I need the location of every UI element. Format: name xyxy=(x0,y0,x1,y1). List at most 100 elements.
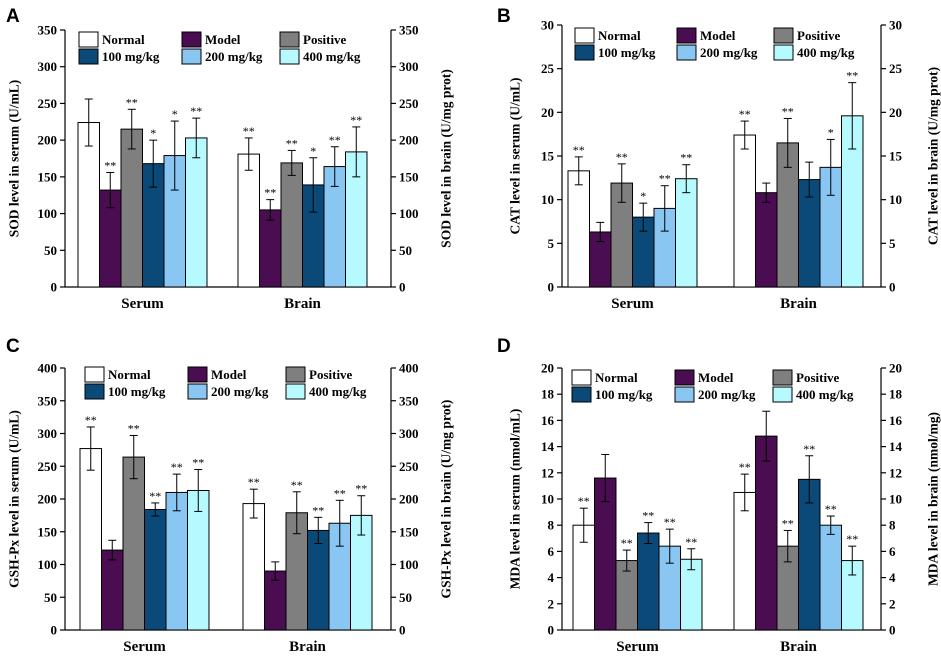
bar xyxy=(675,178,698,288)
bar xyxy=(259,209,282,288)
legend-label: Positive xyxy=(796,370,840,385)
significance-mark: ** xyxy=(621,536,633,550)
legend-swatch xyxy=(676,27,697,44)
category-label: Serum xyxy=(121,296,164,312)
panel-letter: B xyxy=(497,6,511,27)
significance-mark: ** xyxy=(350,113,362,127)
significance-mark: ** xyxy=(846,69,858,83)
left-tick-label: 0 xyxy=(548,623,555,638)
bar xyxy=(122,456,145,631)
category-label: Serum xyxy=(123,639,166,655)
left-tick-label: 14 xyxy=(541,439,555,454)
significance-mark: ** xyxy=(355,482,367,496)
bar xyxy=(120,128,143,288)
right-tick-label: 20 xyxy=(889,361,902,376)
bar xyxy=(242,503,265,631)
legend-label: Model xyxy=(205,32,241,47)
left-tick-label: 250 xyxy=(38,96,58,111)
legend-label: Model xyxy=(700,28,736,43)
left-tick-label: 300 xyxy=(38,426,58,441)
right-tick-label: 300 xyxy=(399,59,419,74)
bar xyxy=(819,524,842,631)
significance-mark: ** xyxy=(286,136,298,150)
right-tick-label: 0 xyxy=(399,623,406,638)
legend-label: Normal xyxy=(595,370,638,385)
legend-label: Normal xyxy=(102,32,145,47)
legend-label: 100 mg/kg xyxy=(595,387,653,402)
category-label: Brain xyxy=(284,296,321,312)
right-tick-label: 12 xyxy=(889,465,902,480)
significance-mark: ** xyxy=(126,95,138,109)
legend-label: Positive xyxy=(303,32,347,47)
y-axis-label: CAT level in serum (U/mL) xyxy=(508,78,523,235)
left-tick-label: 10 xyxy=(541,192,554,207)
left-tick-label: 50 xyxy=(44,243,57,258)
right-tick-label: 200 xyxy=(399,492,419,507)
left-tick-label: 350 xyxy=(38,23,58,38)
left-tick-label: 10 xyxy=(541,492,554,507)
significance-mark: ** xyxy=(685,535,697,549)
left-tick-label: 6 xyxy=(548,544,555,559)
significance-mark: ** xyxy=(190,104,202,118)
chart-panel-b: B 0 0 5 5 10 10 15 15 20 20 25 25 30 30 CAT level in se… xyxy=(497,6,941,312)
significance-mark: ** xyxy=(291,478,303,492)
significance-mark: ** xyxy=(104,158,116,172)
legend-swatch xyxy=(574,44,595,61)
left-tick-label: 200 xyxy=(38,133,58,148)
legend-swatch xyxy=(772,386,793,403)
left-tick-label: 0 xyxy=(51,280,58,295)
right-tick-label: 150 xyxy=(399,524,419,539)
right-tick-label: 5 xyxy=(889,236,896,251)
bar xyxy=(185,137,208,288)
significance-mark: ** xyxy=(312,503,324,517)
legend-swatch xyxy=(285,383,306,400)
right-tick-label: 350 xyxy=(399,393,419,408)
legend-swatch xyxy=(187,383,208,400)
legend-swatch xyxy=(84,383,105,400)
left-tick-label: 100 xyxy=(38,206,58,221)
significance-mark: ** xyxy=(739,107,751,121)
left-tick-label: 50 xyxy=(44,590,57,605)
significance-mark: ** xyxy=(128,421,140,435)
legend-label: Normal xyxy=(598,28,641,43)
bar xyxy=(733,134,756,288)
right-tick-label: 50 xyxy=(399,590,412,605)
legend-label: 400 mg/kg xyxy=(796,387,854,402)
significance-mark: ** xyxy=(846,532,858,546)
legend-swatch xyxy=(674,386,695,403)
category-label: Brain xyxy=(780,296,817,312)
right-tick-label: 200 xyxy=(399,133,419,148)
left-tick-label: 0 xyxy=(548,280,555,295)
legend-swatch xyxy=(571,386,592,403)
significance-mark: ** xyxy=(680,151,692,165)
right-tick-label: 250 xyxy=(399,459,419,474)
right-tick-label: 250 xyxy=(399,96,419,111)
panel-letter: A xyxy=(6,6,20,27)
right-tick-label: 6 xyxy=(889,544,896,559)
legend-swatch xyxy=(772,369,793,386)
right-tick-label: 15 xyxy=(889,149,903,164)
bar xyxy=(637,532,660,631)
y2-axis-label: SOD level in brain (U/mg prot) xyxy=(439,69,454,248)
legend-swatch xyxy=(279,48,300,65)
right-tick-label: 10 xyxy=(889,192,902,207)
legend-label: 100 mg/kg xyxy=(108,384,166,399)
left-tick-label: 30 xyxy=(541,18,554,33)
right-tick-label: 300 xyxy=(399,426,419,441)
significance-mark: ** xyxy=(642,509,654,523)
right-tick-label: 150 xyxy=(399,169,419,184)
left-tick-label: 20 xyxy=(541,361,554,376)
significance-mark: ** xyxy=(329,133,341,147)
legend-swatch xyxy=(773,44,794,61)
significance-mark: * xyxy=(150,126,156,140)
left-tick-label: 20 xyxy=(541,105,554,120)
bar xyxy=(567,170,590,288)
legend-label: 200 mg/kg xyxy=(698,387,756,402)
legend-swatch xyxy=(181,48,202,65)
significance-mark: ** xyxy=(248,475,260,489)
significance-mark: * xyxy=(172,107,178,121)
left-tick-label: 350 xyxy=(38,393,58,408)
right-tick-label: 2 xyxy=(889,596,896,611)
legend-swatch xyxy=(571,369,592,386)
bar xyxy=(101,549,124,631)
